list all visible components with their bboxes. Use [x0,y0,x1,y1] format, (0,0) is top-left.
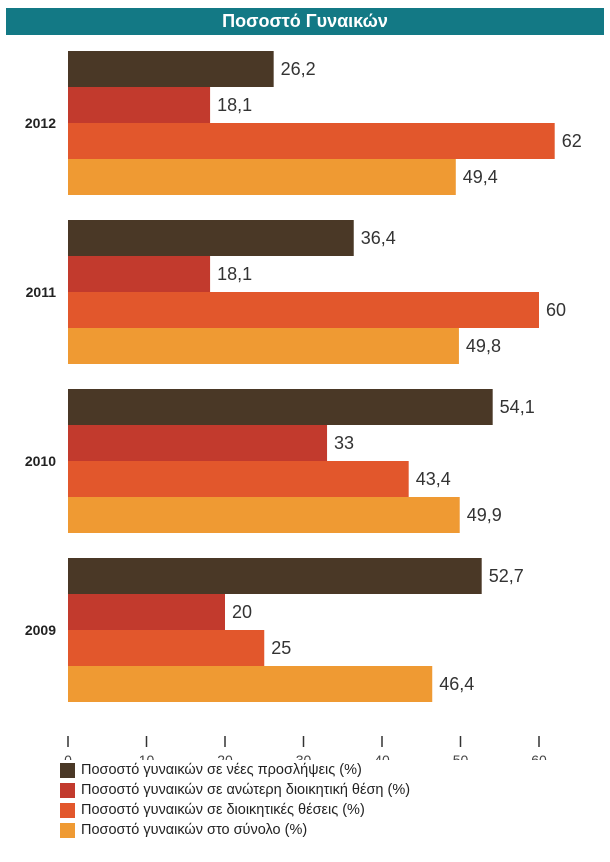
bar [68,256,211,292]
bar [68,461,409,497]
data-label: 49,8 [466,336,501,356]
bar [68,87,211,123]
x-tick-label: 30 [296,752,312,760]
legend-label: Ποσοστό γυναικών σε νέες προσλήψεις (%) [81,762,362,778]
data-label: 33 [334,433,354,453]
data-label: 18,1 [217,95,252,115]
bar [68,425,328,461]
legend-label: Ποσοστό γυναικών στο σύνολο (%) [81,822,308,838]
bar [68,594,225,630]
x-tick-label: 60 [531,752,547,760]
bar [68,630,265,666]
bar [68,558,482,594]
data-label: 54,1 [500,397,535,417]
legend-item-total: Ποσοστό γυναικών στο σύνολο (%) [60,820,410,840]
legend-swatch [60,762,75,778]
data-label: 20 [232,602,252,622]
bar [68,389,493,425]
x-tick-label: 50 [453,752,469,760]
data-label: 60 [546,300,566,320]
data-label: 26,2 [281,59,316,79]
data-label: 18,1 [217,264,252,284]
legend-label: Ποσοστό γυναικών σε ανώτερη διοικητική θ… [81,782,411,798]
chart-title: Ποσοστό Γυναικών [6,8,604,35]
bar [68,123,555,159]
data-label: 36,4 [361,228,396,248]
bar [68,292,539,328]
legend-item-new-hires: Ποσοστό γυναικών σε νέες προσλήψεις (%) [60,760,410,780]
category-label: 2010 [25,453,56,469]
bar [68,220,354,256]
x-tick-label: 20 [217,752,233,760]
legend-item-senior-management: Ποσοστό γυναικών σε ανώτερη διοικητική θ… [60,780,410,800]
category-label: 2012 [25,115,56,131]
data-label: 52,7 [489,566,524,586]
data-label: 25 [271,638,291,658]
bar [68,666,433,702]
data-label: 49,9 [467,505,502,525]
x-tick-label: 40 [374,752,390,760]
bar-chart: 201226,218,16249,4201136,418,16049,82010… [25,51,582,760]
legend-item-management: Ποσοστό γυναικών σε διοικητικές θέσεις (… [60,800,410,820]
chart-legend: Ποσοστό γυναικών σε νέες προσλήψεις (%) … [60,760,410,840]
data-label: 49,4 [463,167,498,187]
data-label: 62 [562,131,582,151]
data-label: 43,4 [416,469,451,489]
bar [68,328,459,364]
category-label: 2009 [25,622,56,638]
bar [68,51,274,87]
bar [68,159,456,195]
x-tick-label: 10 [139,752,155,760]
legend-label: Ποσοστό γυναικών σε διοικητικές θέσεις (… [81,802,365,818]
legend-swatch [60,822,75,838]
data-label: 46,4 [439,674,474,694]
category-label: 2011 [26,284,57,300]
legend-swatch [60,782,75,798]
bar [68,497,460,533]
x-tick-label: 0 [64,752,72,760]
legend-swatch [60,802,75,818]
